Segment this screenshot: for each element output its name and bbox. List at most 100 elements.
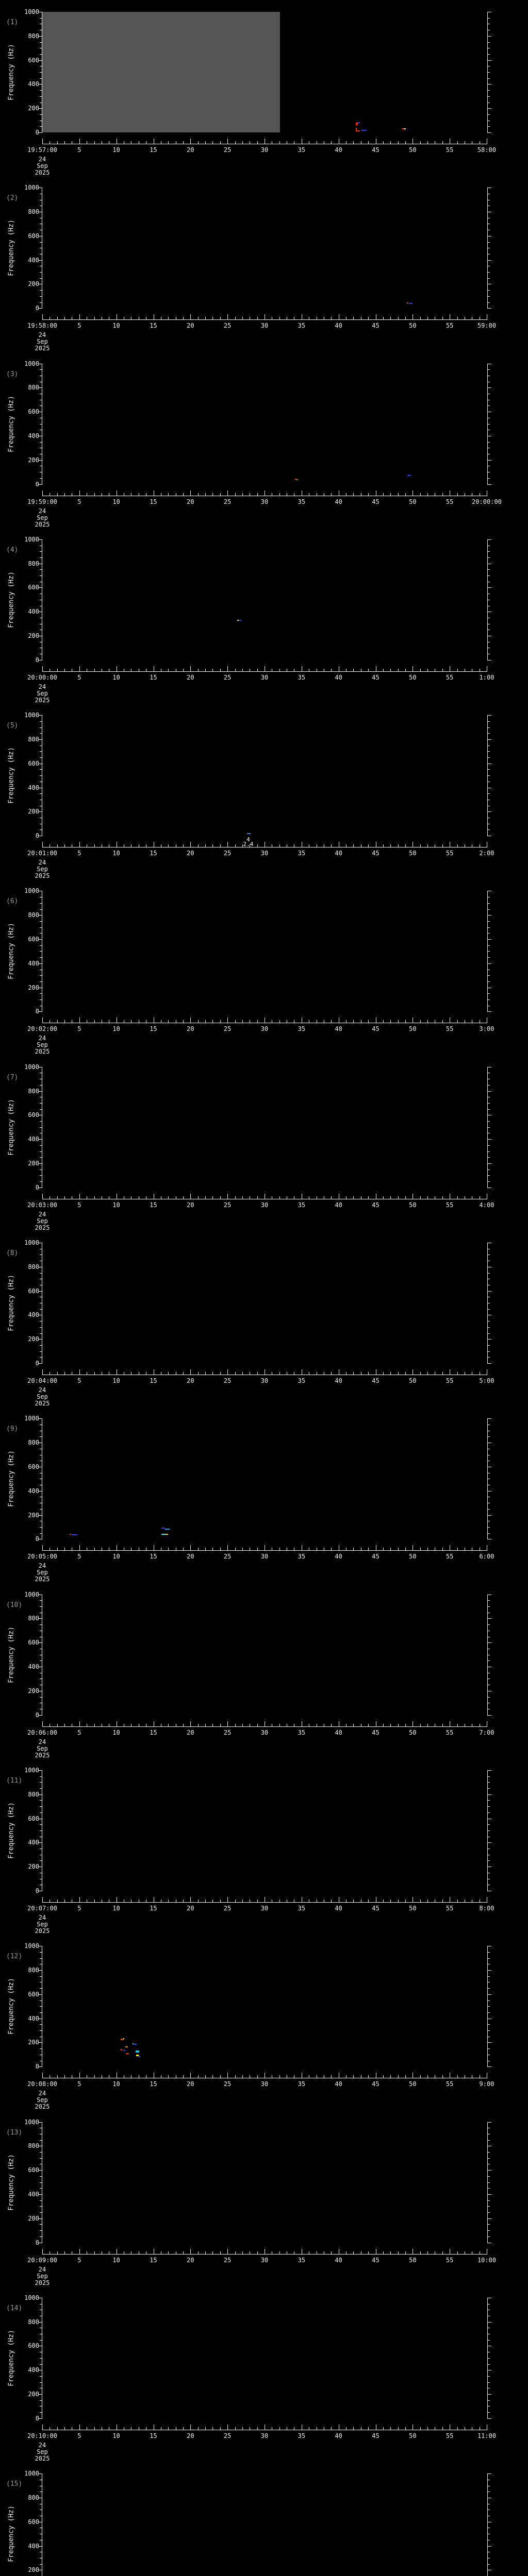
x-minor-tick — [205, 2427, 206, 2430]
x-major-tick — [190, 1545, 191, 1551]
x-minor-tick — [405, 1723, 406, 1726]
x-tick-label: 55 — [446, 2080, 454, 2088]
x-start-time-label: 20:06:00 — [27, 1728, 57, 1736]
y-minor-tick — [488, 1624, 490, 1625]
y-major-tick — [38, 1363, 42, 1364]
x-minor-tick — [257, 2427, 258, 2430]
x-minor-tick — [405, 844, 406, 848]
x-minor-tick — [212, 493, 213, 496]
y-minor-tick — [40, 957, 42, 958]
y-major-tick — [488, 739, 491, 740]
x-minor-tick — [390, 493, 391, 496]
y-minor-tick — [40, 1509, 42, 1510]
y-minor-tick — [488, 1084, 490, 1086]
y-minor-tick — [40, 18, 42, 19]
x-tick-label: 10 — [112, 1025, 120, 1033]
date-line: 2025 — [35, 1048, 50, 1056]
plot-area — [42, 1418, 487, 1539]
x-tick-label: 20 — [187, 2080, 194, 2088]
y-minor-tick — [40, 2048, 42, 2049]
y-major-tick — [488, 1011, 491, 1012]
y-minor-tick — [40, 909, 42, 910]
y-minor-tick — [488, 757, 490, 758]
y-major-tick — [488, 2194, 491, 2195]
x-minor-tick — [168, 2427, 169, 2430]
x-tick-label: 55 — [446, 673, 454, 681]
x-minor-tick — [457, 141, 458, 144]
y-tick-label: 600 — [28, 584, 39, 591]
x-tick-label: 15 — [150, 1201, 157, 1209]
date-line: Sep — [37, 866, 48, 873]
x-minor-tick — [353, 493, 354, 496]
x-minor-tick — [279, 1899, 280, 1902]
x-minor-tick — [205, 1548, 206, 1551]
y-minor-tick — [40, 1157, 42, 1158]
x-minor-tick — [212, 1372, 213, 1375]
x-minor-tick — [205, 844, 206, 848]
y-minor-tick — [40, 733, 42, 734]
y-minor-tick — [40, 757, 42, 758]
x-tick-label: 45 — [372, 2080, 380, 2088]
y-tick-label: 200 — [28, 105, 39, 112]
x-minor-tick — [331, 1723, 332, 1726]
x-minor-tick — [279, 1372, 280, 1375]
x-tick-label: 55 — [446, 1553, 454, 1561]
x-end-time-label: 11:00 — [477, 2432, 497, 2439]
x-axis — [42, 671, 487, 672]
y-major-tick — [38, 2042, 42, 2043]
x-minor-tick — [279, 668, 280, 671]
x-major-tick — [190, 1896, 191, 1902]
y-axis-right — [487, 1243, 488, 1364]
spectrogram-panel: (14) Frequency (Hz) 0 200 400 600 800 1000 5 10… — [0, 2286, 528, 2462]
x-minor-tick — [405, 1372, 406, 1375]
x-minor-tick — [442, 1723, 443, 1726]
y-minor-tick — [40, 278, 42, 279]
x-minor-tick — [457, 2075, 458, 2078]
spectrogram-panel: (6) Frequency (Hz) 0 200 400 600 800 1000 5 10 1… — [0, 879, 528, 1055]
x-tick-label: 10 — [112, 1553, 120, 1561]
x-minor-tick — [235, 141, 236, 144]
y-minor-tick — [488, 927, 490, 928]
y-minor-tick — [488, 1988, 490, 1989]
x-tick-label: 25 — [223, 1553, 232, 1561]
y-major-tick — [488, 715, 491, 716]
x-minor-tick — [205, 317, 206, 320]
y-tick-label: 600 — [28, 1639, 39, 1647]
x-minor-tick — [368, 1548, 369, 1551]
y-tick-label: 0 — [35, 1711, 39, 1719]
y-minor-tick — [488, 2006, 490, 2007]
x-start-time-label: 20:07:00 — [27, 1904, 57, 1912]
y-minor-tick — [488, 1806, 490, 1807]
x-minor-tick — [220, 2251, 221, 2254]
x-minor-tick — [331, 2075, 332, 2078]
x-minor-tick — [279, 493, 280, 496]
y-minor-tick — [488, 1509, 490, 1510]
y-major-tick — [488, 1994, 491, 1995]
y-minor-tick — [40, 114, 42, 115]
y-minor-tick — [40, 1824, 42, 1825]
x-tick-label: 5 — [77, 2080, 81, 2088]
x-tick-label: 25 — [223, 1025, 232, 1033]
y-major-tick — [488, 1770, 491, 1771]
y-minor-tick — [488, 733, 490, 734]
x-tick-label: 30 — [260, 1201, 269, 1209]
x-tick-label: 20 — [187, 1904, 194, 1912]
event-mark — [133, 2043, 134, 2044]
x-tick-label: 10 — [112, 1377, 120, 1385]
event-mark — [161, 1533, 166, 1535]
y-tick-label: 400 — [28, 608, 39, 616]
x-tick-label: 55 — [446, 1201, 454, 1209]
x-minor-tick — [398, 1548, 399, 1551]
x-major-tick — [42, 842, 43, 848]
plot-area — [42, 891, 487, 1011]
date-line: 2025 — [35, 2279, 50, 2286]
y-minor-tick — [40, 78, 42, 79]
x-minor-tick — [427, 1372, 428, 1375]
x-minor-tick — [183, 493, 184, 496]
x-minor-tick — [390, 2075, 391, 2078]
x-minor-tick — [94, 493, 95, 496]
x-tick-label: 5 — [77, 1728, 81, 1736]
x-tick-label: 5 — [77, 2256, 81, 2264]
x-tick-label: 50 — [409, 1553, 417, 1561]
x-tick-label: 5 — [77, 322, 81, 330]
